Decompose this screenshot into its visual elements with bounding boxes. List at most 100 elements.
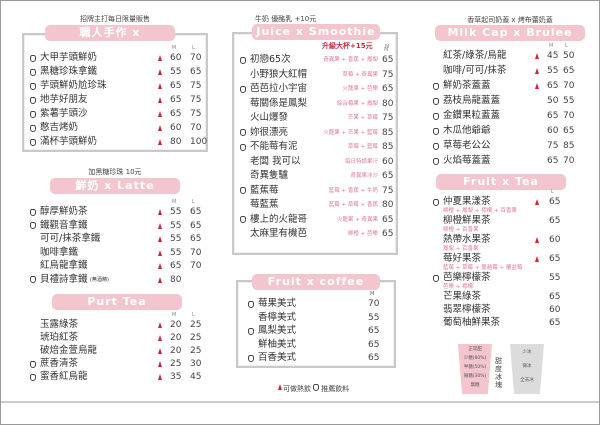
item-name: 葡萄柚鮮果茶 bbox=[443, 317, 501, 328]
menu-item: 芭樂檸檬茶 55 bbox=[433, 272, 588, 284]
recommend-icon bbox=[30, 208, 36, 216]
price-l: 60 bbox=[549, 235, 561, 245]
item-name: 奇異隻驢 bbox=[250, 170, 289, 181]
milkcap-title: Milk Cap x Brulee bbox=[435, 25, 585, 41]
hot-icon bbox=[158, 236, 162, 242]
price-l: 65 bbox=[549, 197, 561, 207]
menu-item: 鮮柚美式 65 bbox=[248, 339, 388, 351]
menu-item: 蜜香紅烏龍 35 45 bbox=[30, 371, 205, 383]
price-m: 85 bbox=[382, 142, 394, 152]
recommend-icon bbox=[433, 274, 439, 282]
hot-icon bbox=[158, 249, 162, 256]
juice-title: Juice x Smoothie bbox=[252, 24, 380, 40]
hot-icon bbox=[158, 55, 162, 61]
price-l: 70 bbox=[190, 123, 202, 133]
legend-hot: 可做熱飲 bbox=[283, 385, 311, 393]
menu-item: 百香美式 65 bbox=[248, 352, 388, 364]
recommend-icon bbox=[433, 112, 439, 120]
recommend-icon bbox=[313, 384, 320, 391]
size-m: M bbox=[370, 291, 375, 297]
menu-item: 奇異隻驢 奇異果冰沙 65 bbox=[240, 170, 395, 182]
price-l: 65 bbox=[190, 234, 202, 244]
price-m: 20 bbox=[170, 320, 182, 330]
item-name: 藍蕉莓 bbox=[250, 184, 279, 196]
item-name: 咖啡/可可/抹茶 bbox=[443, 65, 507, 76]
price-l: 70 bbox=[563, 81, 575, 91]
menu-item: 莓關係是鳳梨 綜合莓果 + 鳳梨 80 bbox=[240, 98, 395, 110]
recommend-icon bbox=[240, 187, 246, 194]
price-l: 65 bbox=[549, 216, 561, 226]
item-ingredients: 柳橙 + 百香果 bbox=[443, 227, 479, 233]
size-m: M bbox=[384, 47, 389, 53]
recommend-icon bbox=[30, 373, 36, 381]
item-name: 莓果美式 bbox=[258, 298, 297, 309]
item-name: 地芋好朋友 bbox=[40, 94, 88, 105]
item-name: 初戀65次 bbox=[250, 54, 291, 65]
item-name: 玉露綠茶 bbox=[40, 319, 79, 330]
item-desc: 火龍果 + 芭樂 bbox=[342, 86, 378, 92]
price-m: 75 bbox=[547, 141, 559, 151]
menu-item: 柳橙鮮果茶 65 bbox=[433, 215, 588, 227]
price-l: 65 bbox=[549, 318, 561, 328]
menu-item: 破焙金萱烏龍 20 25 bbox=[30, 345, 205, 357]
hot-icon bbox=[535, 68, 539, 74]
price-m: 25 bbox=[170, 359, 182, 369]
recommend-icon bbox=[433, 142, 439, 150]
item-desc: 草莓 + 藍莓 bbox=[347, 144, 378, 150]
item-name: 莓好果茶 bbox=[443, 253, 482, 264]
price-m: 80 bbox=[382, 200, 394, 210]
hot-icon bbox=[535, 199, 539, 205]
item-name: 仲夏果漾茶 bbox=[443, 196, 491, 207]
menu-item: 琥珀紅茶 20 25 bbox=[30, 332, 205, 344]
recommend-icon bbox=[240, 129, 246, 136]
menu-item: 火山爆發 芒果 + 草莓 75 bbox=[240, 112, 395, 124]
price-l: 75 bbox=[190, 109, 202, 119]
price-m: 65 bbox=[170, 261, 182, 271]
item-name: 莓藍蕉 bbox=[250, 199, 279, 210]
price-m: 65 bbox=[382, 214, 394, 225]
price-m: 55 bbox=[170, 207, 182, 217]
hot-icon bbox=[158, 348, 162, 354]
item-name: 鮮奶茶蓋蓋 bbox=[443, 80, 491, 91]
recommend-icon bbox=[240, 143, 246, 151]
handmade-note: 招牌主打每日限量販售 bbox=[80, 15, 150, 23]
recommend-icon bbox=[30, 68, 36, 76]
price-l: 65 bbox=[563, 66, 575, 76]
menu-item: 紅茶/綠茶/烏龍 45 50 bbox=[433, 50, 588, 62]
size-m: M bbox=[370, 291, 375, 297]
size-l: L bbox=[192, 199, 195, 205]
menu-item: 火焰莓蓋蓋 65 70 bbox=[433, 155, 588, 167]
item-name: 紅茶/綠茶/烏龍 bbox=[443, 50, 507, 61]
price-l: 55 bbox=[563, 96, 575, 106]
latte-title: 鮮奶 x Latte bbox=[50, 178, 180, 194]
hot-icon bbox=[535, 237, 539, 243]
menu-item: 芭芭拉小宇宙 火龍果 + 芭樂 65 bbox=[240, 83, 395, 95]
sugar-level: 少糖(80%) bbox=[463, 356, 487, 361]
price-l: 65 bbox=[563, 126, 575, 136]
item-ingredients: 芭樂 + 檸檬 bbox=[443, 284, 474, 290]
menu-item: 草莓老公公 75 85 bbox=[433, 140, 588, 152]
size-l: L bbox=[192, 45, 195, 51]
price-m: 20 bbox=[170, 346, 182, 356]
item-name: 蜜香紅烏龍 bbox=[40, 371, 88, 382]
size-l: L bbox=[565, 43, 568, 49]
item-name: 芒果綠茶 bbox=[443, 291, 482, 302]
price-m: 65 bbox=[547, 111, 559, 121]
legend: 可做熱飲 推薦飲料 bbox=[278, 384, 349, 393]
item-name: 鮮柚美式 bbox=[258, 338, 297, 350]
menu-item: 貝禮詩拿鐵 (無酒精) 80 bbox=[30, 274, 205, 286]
price-m: 55 bbox=[170, 67, 182, 77]
menu-item: 樓上的火龍哥 火龍果 + 奇異果 65 bbox=[240, 214, 395, 226]
price-m: 70 bbox=[368, 299, 380, 309]
price-m: 65 bbox=[368, 353, 380, 363]
menu-item: 鮮奶茶蓋蓋 65 70 bbox=[433, 80, 588, 92]
item-desc: 藍莓 + 香蕉 + 牛奶 bbox=[328, 187, 378, 194]
price-m: 55 bbox=[547, 66, 559, 76]
item-name: 大甲芋頭鮮奶 bbox=[40, 52, 98, 63]
hot-icon bbox=[535, 53, 539, 59]
ice-level: 全去冰 bbox=[520, 378, 534, 383]
menu-item: 玉露綠茶 20 25 bbox=[30, 319, 205, 331]
price-l: 25 bbox=[190, 346, 202, 356]
price-m: 65 bbox=[170, 109, 182, 119]
price-l: 65 bbox=[549, 292, 561, 302]
